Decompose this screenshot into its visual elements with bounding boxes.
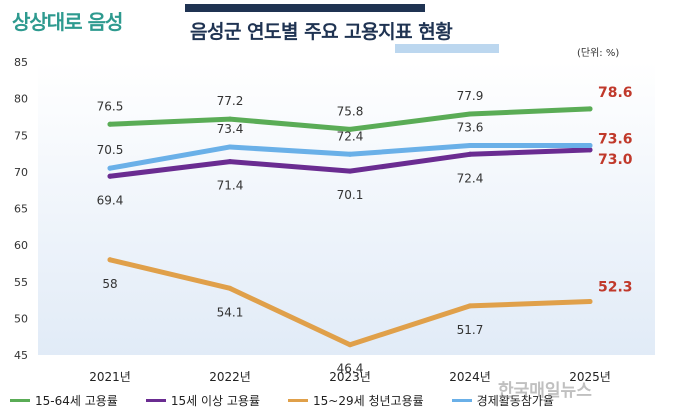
- brand-logo: 상상대로 음성: [12, 10, 123, 34]
- x-tick-label: 2021년: [89, 370, 131, 384]
- y-tick-label: 85: [14, 56, 28, 69]
- header: 상상대로 음성 음성군 연도별 주요 고용지표 현황 (단위: %): [0, 0, 673, 60]
- legend-item: 경제활동참가율: [451, 392, 554, 409]
- x-tick-label: 2025년: [569, 370, 611, 384]
- legend-item: 15세 이상 고용률: [145, 392, 260, 409]
- data-point: [107, 257, 113, 263]
- data-label: 71.4: [217, 179, 244, 193]
- y-tick-label: 55: [14, 276, 28, 289]
- y-tick-label: 45: [14, 349, 28, 362]
- legend: 15-64세 고용률 15세 이상 고용률 15~29세 청년고용률 경제활동참가율: [10, 388, 670, 412]
- data-label: 73.6: [457, 121, 484, 135]
- data-point: [587, 106, 593, 112]
- y-tick-label: 60: [14, 239, 28, 252]
- y-tick-label: 70: [14, 166, 28, 179]
- title-accent-bar: [185, 4, 425, 12]
- data-point: [467, 151, 473, 157]
- data-point: [107, 165, 113, 171]
- x-tick-label: 2022년: [209, 370, 251, 384]
- chart-title: 음성군 연도별 주요 고용지표 현황: [190, 21, 453, 43]
- legend-label: 15~29세 청년고용률: [313, 393, 424, 408]
- legend-swatch: [288, 398, 308, 402]
- data-label: 70.5: [97, 143, 124, 157]
- unit-label: (단위: %): [577, 48, 620, 59]
- data-label: 75.8: [337, 104, 364, 118]
- data-point: [347, 342, 353, 348]
- data-point: [347, 126, 353, 132]
- title-underline-bar: [395, 44, 499, 53]
- data-label: 76.5: [97, 99, 124, 113]
- legend-label: 15세 이상 고용률: [170, 393, 260, 408]
- data-label: 73.0: [598, 152, 633, 168]
- data-point: [467, 143, 473, 149]
- data-point: [467, 111, 473, 117]
- legend-item: 15-64세 고용률: [10, 392, 118, 409]
- y-tick-label: 80: [14, 93, 28, 106]
- data-point: [227, 159, 233, 165]
- data-label: 77.2: [217, 94, 244, 108]
- data-point: [587, 143, 593, 149]
- data-point: [227, 285, 233, 291]
- data-label: 54.1: [217, 305, 244, 319]
- data-point: [227, 144, 233, 150]
- data-label: 46.4: [337, 362, 364, 376]
- data-point: [107, 121, 113, 127]
- data-point: [347, 151, 353, 157]
- data-label: 69.4: [97, 193, 124, 207]
- data-point: [227, 116, 233, 122]
- data-point: [587, 147, 593, 153]
- data-label: 51.7: [457, 323, 484, 337]
- data-label: 73.6: [598, 132, 633, 148]
- y-tick-label: 50: [14, 312, 28, 325]
- data-label: 58: [102, 277, 117, 291]
- data-label: 73.4: [217, 122, 244, 136]
- data-label: 72.4: [457, 171, 484, 185]
- legend-swatch: [145, 398, 166, 402]
- data-point: [467, 303, 473, 309]
- legend-label: 경제활동참가율: [476, 393, 554, 408]
- y-tick-label: 75: [14, 129, 28, 142]
- data-point: [587, 299, 593, 305]
- x-tick-label: 2024년: [449, 370, 491, 384]
- data-label: 70.1: [337, 188, 364, 202]
- y-tick-label: 65: [14, 203, 28, 216]
- legend-swatch: [10, 398, 30, 402]
- data-label: 77.9: [457, 89, 484, 103]
- data-point: [347, 168, 353, 174]
- legend-label: 15-64세 고용률: [35, 393, 118, 408]
- legend-swatch: [451, 398, 472, 402]
- legend-item: 15~29세 청년고용률: [288, 392, 424, 409]
- data-label: 78.6: [598, 85, 633, 101]
- data-label: 52.3: [598, 280, 633, 296]
- data-label: 72.4: [337, 129, 364, 143]
- data-point: [107, 173, 113, 179]
- watermark: 한국매일뉴스: [498, 381, 592, 401]
- x-tick-label: 2023년: [329, 370, 371, 384]
